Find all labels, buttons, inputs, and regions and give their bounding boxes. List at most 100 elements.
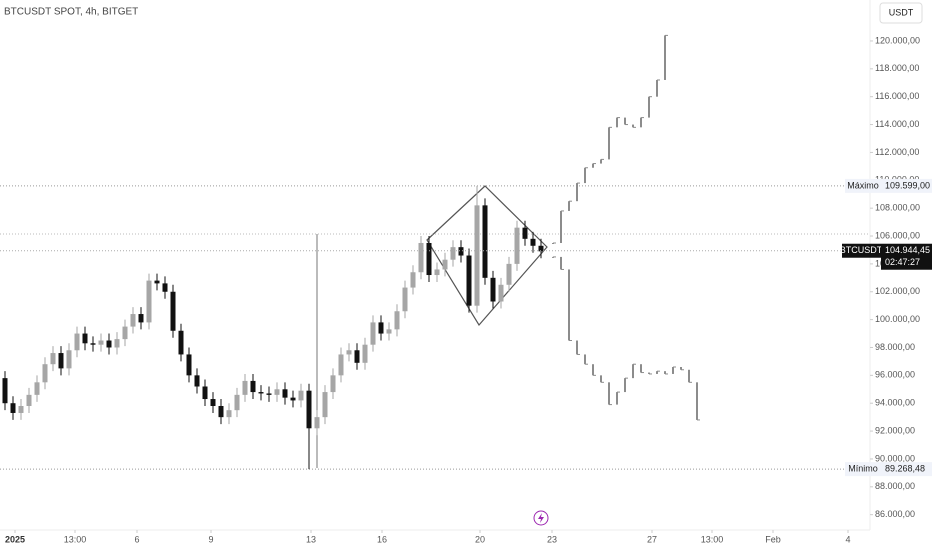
candle-body — [162, 283, 168, 292]
candle-body — [58, 353, 64, 369]
candle-body — [386, 329, 392, 334]
candle-body — [506, 263, 512, 285]
candle-body — [306, 390, 312, 429]
candle-body — [234, 394, 240, 411]
x-tick-label: 4 — [845, 534, 850, 544]
x-tick-label: 13:00 — [701, 534, 724, 544]
chart-title: BTCUSDT SPOT, 4h, BITGET — [4, 7, 138, 18]
candle-body — [258, 392, 264, 394]
candle-body — [378, 322, 384, 334]
candle-body — [410, 272, 416, 288]
candle-body — [458, 247, 464, 256]
candle-body — [170, 291, 176, 331]
candle-body — [106, 340, 112, 348]
candle-body — [210, 399, 216, 406]
level-price: 109.599,00 — [885, 180, 930, 190]
x-tick-label: 13 — [306, 534, 316, 544]
candle-body — [330, 375, 336, 393]
candle-body — [538, 245, 544, 252]
candle-body — [250, 380, 256, 393]
candle-body — [370, 322, 376, 345]
candle-body — [442, 259, 448, 270]
candle-body — [90, 343, 96, 345]
candle-body — [266, 393, 272, 395]
candle-body — [362, 344, 368, 363]
y-tick-label: 106.000,00 — [875, 230, 920, 240]
y-tick-label: 112.000,00 — [875, 147, 919, 157]
candle-body — [242, 380, 248, 395]
candle-body — [154, 280, 160, 284]
candle-body — [10, 403, 16, 413]
candle-body — [42, 364, 48, 383]
candle-body — [522, 227, 528, 239]
y-tick-label: 108.000,00 — [875, 203, 920, 213]
level-name: Mínimo — [848, 464, 878, 474]
candle-body — [498, 284, 504, 302]
currency-button[interactable] — [879, 2, 923, 24]
candle-body — [218, 405, 224, 418]
candle-body — [50, 353, 56, 365]
candle-body — [34, 382, 40, 395]
y-tick-label: 118.000,00 — [875, 63, 919, 73]
y-tick-label: 114.000,00 — [875, 119, 919, 129]
candle-body — [282, 389, 288, 398]
candle-body — [74, 333, 80, 351]
level-tag — [845, 178, 881, 193]
countdown: 02:47:27 — [885, 257, 920, 267]
candle-body — [418, 242, 424, 273]
candle-body — [490, 277, 496, 302]
candle-body — [450, 247, 456, 260]
candle-body — [2, 378, 8, 404]
y-tick-label: 116.000,00 — [875, 91, 919, 101]
candle-body — [186, 354, 192, 376]
candle-body — [394, 311, 400, 330]
candle-body — [138, 314, 144, 323]
y-tick-label: 98.000,00 — [875, 342, 915, 352]
level-price: 89.268,48 — [885, 464, 925, 474]
candle-body — [18, 405, 24, 413]
candle-body — [346, 350, 352, 355]
x-tick-label: 27 — [647, 534, 657, 544]
y-tick-label: 100.000,00 — [875, 314, 920, 324]
level-price-tag — [881, 462, 932, 477]
y-tick-label: 120.000,00 — [875, 35, 920, 45]
event-icon-bolt — [538, 513, 544, 523]
candle-body — [66, 350, 72, 369]
candle-body — [354, 350, 360, 363]
candle-body — [122, 326, 128, 340]
diamond-drawing — [426, 185, 548, 327]
level-tag — [845, 462, 881, 477]
candle-body — [434, 269, 440, 276]
candle-body — [178, 330, 184, 355]
candle-body — [466, 255, 472, 306]
x-tick-label: 16 — [377, 534, 387, 544]
candle-body — [130, 314, 136, 327]
y-tick-label: 86.000,00 — [875, 509, 915, 519]
candle-body — [298, 390, 304, 401]
candle-body — [98, 340, 104, 345]
level-price-tag — [881, 178, 932, 193]
candle-body — [514, 227, 520, 264]
candle-body — [338, 354, 344, 376]
candle-body — [202, 386, 208, 400]
x-tick-label: 6 — [134, 534, 139, 544]
y-tick-label: 96.000,00 — [875, 370, 915, 380]
y-tick-label: 90.000,00 — [875, 453, 915, 463]
candle-body — [114, 339, 120, 348]
candle-body — [194, 375, 200, 387]
candle-body — [146, 280, 152, 323]
candle-body — [290, 397, 296, 401]
candle-body — [426, 242, 432, 276]
currency[interactable]: USDT — [889, 7, 914, 17]
y-tick-label: 92.000,00 — [875, 425, 915, 435]
y-tick-label: 88.000,00 — [875, 481, 915, 491]
x-tick-label: Feb — [765, 534, 781, 544]
x-tick-label: 23 — [547, 534, 557, 544]
last-price: 104.944,45 — [885, 245, 930, 255]
x-tick-label: 20 — [475, 534, 485, 544]
x-tick-label: 2025 — [5, 534, 25, 544]
y-tick-label: 102.000,00 — [875, 286, 920, 296]
candle-body — [226, 410, 232, 418]
